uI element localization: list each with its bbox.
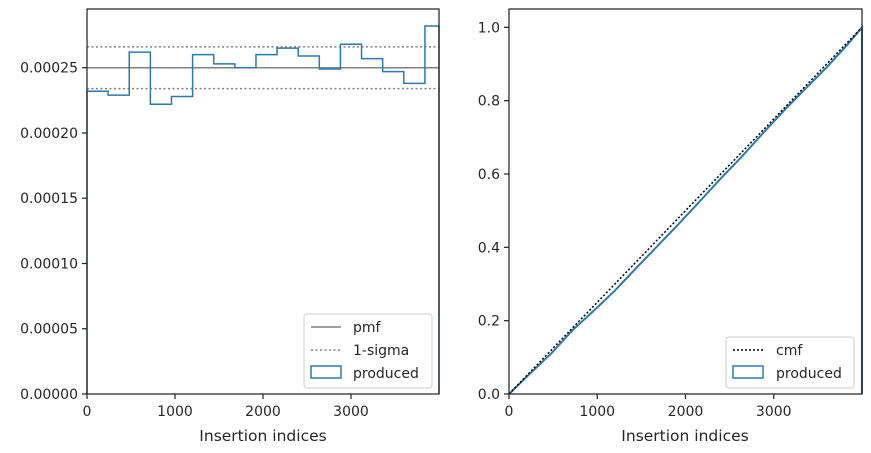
left-y-tick-label: 0.00015	[20, 191, 78, 207]
right-cumulative-panel: 0 1000 2000 3000 0.0 0.2 0.4 0.6 0.8 1.0 Inserti…	[478, 8, 863, 445]
left-y-tick-label: 0.00025	[20, 61, 78, 77]
left-y-ticks: 0.00000 0.00005 0.00010 0.00015 0.00020 0.000…	[20, 61, 87, 403]
right-x-ticks: 0 1000 2000 3000	[505, 394, 792, 420]
left-x-tick-label: 2000	[245, 404, 281, 420]
legend-pmf-label: pmf	[353, 320, 382, 336]
right-x-tick-label: 3000	[756, 404, 792, 420]
legend-produced-swatch	[310, 365, 342, 379]
produced-cumulative-line	[508, 24, 863, 395]
right-y-tick-label: 0.6	[478, 167, 500, 183]
right-plot-marks	[508, 24, 863, 395]
left-x-tick-label: 3000	[333, 404, 369, 420]
left-x-tick-label: 0	[83, 404, 92, 420]
right-y-tick-label: 0.4	[478, 240, 500, 256]
left-x-ticks: 0 1000 2000 3000	[83, 394, 369, 420]
cmf-line	[508, 26, 863, 395]
left-legend: pmf 1-sigma produced	[303, 313, 433, 389]
legend-produced-label: produced	[353, 366, 419, 382]
right-x-axis-title: Insertion indices	[621, 427, 748, 445]
right-x-tick-label: 2000	[668, 404, 704, 420]
right-y-ticks: 0.0 0.2 0.4 0.6 0.8 1.0	[478, 20, 509, 403]
left-legend-box	[303, 313, 433, 389]
left-y-tick-label: 0.00000	[20, 387, 78, 403]
legend-sigma-label: 1-sigma	[353, 343, 409, 359]
right-legend: cmf produced	[725, 336, 855, 389]
produced-histogram-step	[86, 25, 440, 394]
legend-cmf-label: cmf	[776, 343, 803, 359]
right-y-tick-label: 0.2	[478, 314, 500, 330]
left-y-tick-label: 0.00020	[20, 126, 78, 142]
right-y-tick-label: 0.0	[478, 387, 500, 403]
left-x-axis-title: Insertion indices	[199, 427, 326, 445]
left-x-tick-label: 1000	[157, 404, 193, 420]
right-x-tick-label: 0	[505, 404, 514, 420]
right-y-tick-label: 0.8	[478, 94, 500, 110]
right-x-tick-label: 1000	[579, 404, 615, 420]
right-y-tick-label: 1.0	[478, 20, 500, 36]
right-plot-background	[509, 9, 862, 394]
left-y-tick-label: 0.00010	[20, 256, 78, 272]
legend-produced-label: produced	[776, 366, 842, 382]
left-y-tick-label: 0.00005	[20, 322, 78, 338]
legend-produced-swatch	[732, 365, 764, 379]
left-plot-marks	[86, 25, 440, 394]
left-histogram-panel: 0 1000 2000 3000 0.000000.000050.000100.000…	[20, 8, 440, 445]
